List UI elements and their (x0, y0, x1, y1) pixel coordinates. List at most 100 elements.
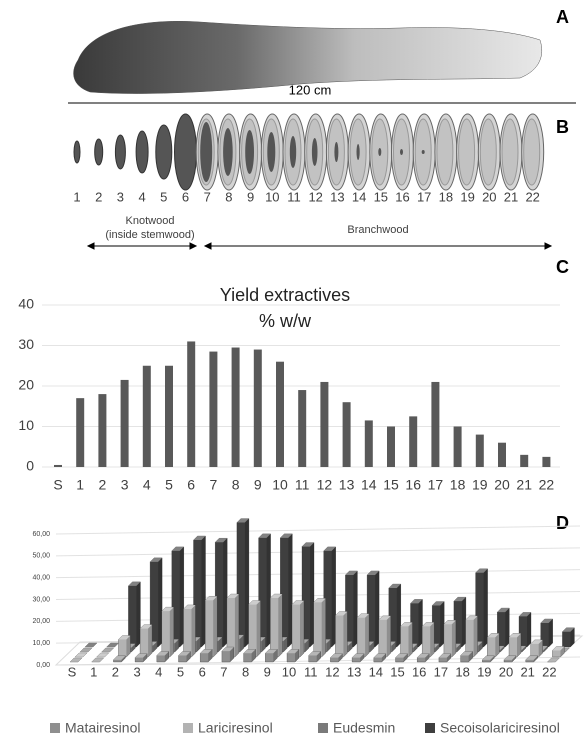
panel-label: B (556, 117, 569, 137)
knot-slice (135, 130, 149, 174)
bar-side (186, 651, 191, 662)
bar-side (527, 612, 531, 647)
bar-side (391, 641, 396, 652)
x-tick-label: 12 (325, 664, 339, 679)
slice-number: 12 (308, 189, 322, 204)
bar (265, 649, 278, 663)
grid-line (55, 547, 581, 557)
bar-side (218, 637, 223, 652)
bar (253, 349, 262, 467)
slice-number: 16 (395, 189, 409, 204)
slice-number: 18 (439, 189, 453, 204)
bar-top (135, 653, 148, 658)
knot-slice (73, 140, 81, 164)
bar-top (562, 627, 575, 632)
bar-side (136, 581, 141, 647)
bar (388, 583, 401, 648)
bar-top (91, 658, 104, 662)
bar-top (80, 648, 92, 652)
y-tick-label: 60,00 (32, 531, 50, 538)
slice-number: 11 (287, 189, 301, 204)
panel-label: C (556, 257, 569, 277)
bar (497, 607, 510, 648)
bar-side (375, 570, 380, 647)
chart-title: Yield extractives (220, 285, 350, 305)
bar (443, 620, 457, 658)
branch-slice-ring (436, 118, 454, 186)
bar-top (519, 612, 531, 617)
bar-top (330, 653, 343, 658)
bar-top (302, 542, 314, 547)
bar (330, 653, 343, 663)
bar-top (357, 613, 370, 618)
bar (410, 599, 423, 648)
bar-side (461, 597, 466, 647)
chart-subtitle: % w/w (259, 311, 312, 331)
branch-core (378, 148, 382, 156)
bar-top (487, 633, 500, 638)
branch-core (200, 122, 213, 182)
bar-side (343, 611, 348, 657)
bar-side (208, 649, 213, 662)
bar-side (174, 639, 179, 652)
x-tick-label: 1 (90, 664, 97, 679)
bar-side (451, 620, 456, 657)
bar-top (335, 611, 348, 616)
bar (508, 633, 522, 658)
bar-side (381, 653, 386, 662)
y-tick-label: 30 (18, 336, 34, 352)
bar-top (552, 646, 565, 651)
bar-side (153, 641, 158, 652)
bar (342, 402, 351, 467)
x-tick-label: 22 (542, 664, 556, 679)
bar-side (360, 653, 365, 662)
bar (323, 546, 336, 648)
scale-label: 120 cm (289, 82, 332, 97)
bar (200, 649, 213, 663)
x-tick-label: 4 (155, 664, 162, 679)
bar (345, 570, 358, 648)
bar-top (85, 643, 97, 647)
bar-top (236, 518, 249, 523)
bar (503, 655, 517, 663)
bar (409, 416, 418, 467)
x-tick-label: 17 (434, 664, 448, 679)
bar (487, 633, 500, 658)
bar-side (543, 645, 548, 652)
bar-top (465, 615, 478, 620)
branch-core (400, 149, 403, 155)
y-tick-label: 20,00 (32, 618, 50, 625)
bar-side (473, 615, 478, 657)
branch-core (356, 144, 360, 160)
branch-slice-ring (501, 118, 519, 186)
bar-side (403, 653, 408, 662)
bar-side (256, 600, 261, 657)
branch-core (289, 136, 297, 168)
bar-top (178, 651, 191, 656)
x-tick-label: 2 (112, 664, 119, 679)
bar (520, 454, 529, 467)
bar-side (560, 646, 565, 657)
bar-side (490, 655, 495, 662)
bar-side (266, 533, 271, 647)
bar-side (295, 649, 299, 662)
slice-number: 2 (95, 189, 102, 204)
bar-top (453, 597, 466, 602)
legend-swatch (318, 723, 328, 733)
bar (258, 533, 271, 648)
bar-side (495, 633, 500, 657)
bar-side (538, 639, 543, 657)
bar (373, 653, 386, 663)
slice-number: 13 (330, 189, 344, 204)
bar (438, 653, 452, 663)
bar-top (75, 653, 87, 657)
y-tick-label: 30,00 (32, 596, 50, 603)
bar-side (261, 637, 266, 652)
slice-number: 9 (247, 189, 254, 204)
bar-top (400, 622, 413, 627)
x-tick-label: 4 (143, 477, 151, 493)
branch-core (421, 150, 425, 154)
bar-top (243, 649, 256, 654)
bar-side (143, 653, 148, 662)
bar-top (200, 649, 213, 654)
